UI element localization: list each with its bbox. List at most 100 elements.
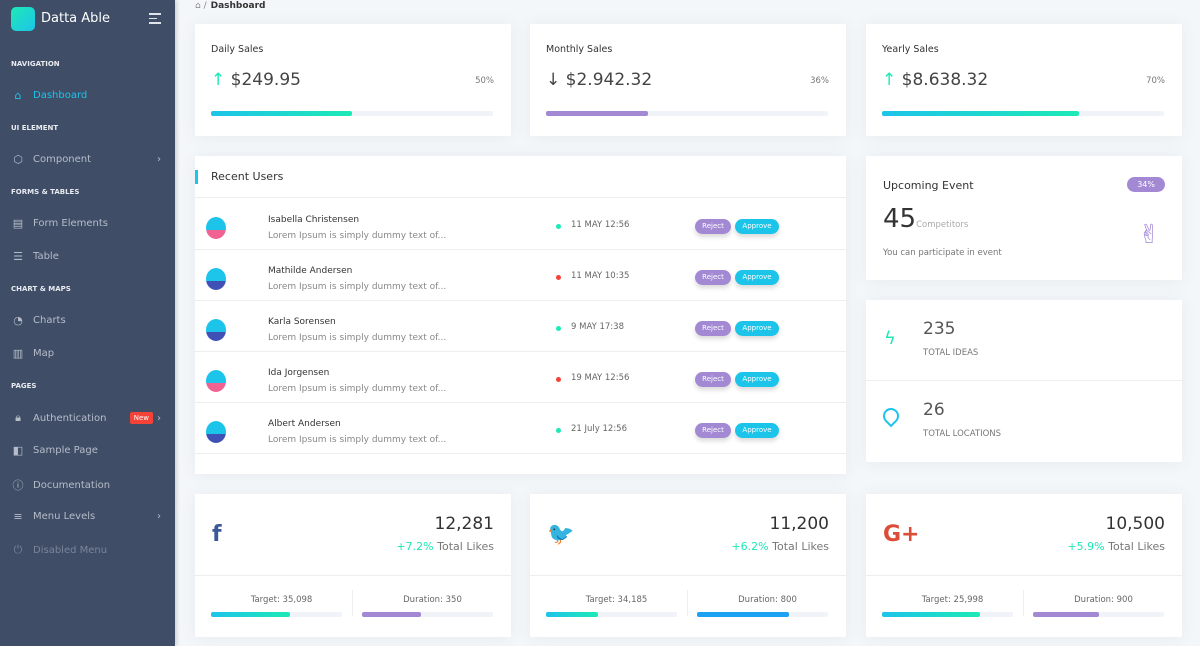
twitter-icon: 🐦	[547, 522, 575, 547]
target-label: Target: 34,185	[585, 595, 648, 605]
user-date: 19 MAY 12:56	[571, 373, 630, 383]
sidebar-item-component[interactable]: ⬡ Component ›	[11, 153, 161, 166]
home-icon: ⌂	[14, 89, 22, 102]
sales-value: $249.95	[230, 70, 301, 90]
duration-progress	[697, 612, 828, 617]
event-title: Upcoming Event	[883, 179, 974, 192]
stats-card: ϟ 235 TOTAL IDEAS 26 TOTAL LOCATIONS	[866, 300, 1182, 462]
facebook-icon: f	[212, 522, 222, 547]
sidebar-item-menu-levels[interactable]: ≡ Menu Levels ›	[11, 510, 161, 523]
menu-toggle-icon[interactable]	[149, 13, 161, 27]
nav-caption: NAVIGATION	[11, 60, 60, 68]
victory-hand-icon: ✌	[1138, 220, 1160, 250]
breadcrumb-current: Dashboard	[210, 1, 266, 11]
file-text-icon: ▤	[12, 217, 24, 230]
status-dot	[556, 428, 561, 433]
sidebar-item-documentation[interactable]: ⓘ Documentation	[11, 477, 161, 493]
sidebar-item-label: Dashboard	[33, 90, 88, 101]
sidebar-item-table[interactable]: ☰ Table	[11, 250, 161, 263]
target-label: Target: 35,098	[250, 595, 313, 605]
sidebar-item-label: Map	[33, 348, 55, 359]
table-row: Mathilde Andersen Lorem Ipsum is simply …	[195, 250, 846, 301]
stat-value: 26	[923, 400, 945, 420]
approve-button[interactable]: Approve	[735, 219, 779, 234]
duration-label: Duration: 350	[403, 595, 462, 605]
sidebar-item-form-elements[interactable]: ▤ Form Elements	[11, 217, 161, 230]
sidebar-item-label: Form Elements	[33, 218, 108, 229]
sales-percent: 70%	[1146, 76, 1165, 86]
sidebar-item-label: Table	[33, 251, 59, 262]
arrow-up-icon: ↑	[882, 70, 897, 90]
home-icon[interactable]: ⌂ /	[195, 1, 207, 11]
approve-button[interactable]: Approve	[735, 321, 779, 336]
reject-button[interactable]: Reject	[695, 372, 731, 387]
social-card-facebook: f 12,281 +7.2% Total Likes Target: 35,09…	[195, 494, 511, 637]
social-value: 12,281	[434, 514, 494, 534]
zap-icon: ϟ	[884, 328, 896, 349]
recent-users-card: Recent Users Isabella Christensen Lorem …	[195, 156, 846, 474]
sidebar-icon: ◧	[12, 444, 24, 457]
approve-button[interactable]: Approve	[735, 372, 779, 387]
sales-progress	[882, 111, 1164, 116]
sidebar: Datta Able NAVIGATION ⌂ Dashboard UI ELEMEN…	[0, 0, 175, 646]
sales-value: $8.638.32	[901, 70, 989, 90]
reject-button[interactable]: Reject	[695, 321, 731, 336]
nav-caption: CHART & MAPS	[11, 285, 71, 293]
table-row: Ida Jorgensen Lorem Ipsum is simply dumm…	[195, 352, 846, 403]
map-pin-icon	[879, 404, 903, 428]
sidebar-item-authentication[interactable]: 🔒︎ Authentication New ›	[11, 411, 161, 425]
social-change: +5.9%	[1067, 540, 1105, 553]
stat-label: TOTAL IDEAS	[923, 348, 979, 358]
chevron-right-icon: ›	[157, 511, 161, 522]
status-dot	[556, 377, 561, 382]
reject-button[interactable]: Reject	[695, 270, 731, 285]
user-description: Lorem Ipsum is simply dummy text of...	[268, 384, 447, 394]
approve-button[interactable]: Approve	[735, 270, 779, 285]
social-change: +7.2%	[396, 540, 434, 553]
duration-progress	[362, 612, 493, 617]
reject-button[interactable]: Reject	[695, 219, 731, 234]
table-row: Isabella Christensen Lorem Ipsum is simp…	[195, 199, 846, 250]
avatar	[206, 319, 226, 341]
social-change-label: Total Likes	[437, 540, 494, 553]
user-name: Ida Jorgensen	[268, 368, 330, 378]
avatar	[206, 370, 226, 392]
sales-card: Monthly Sales ↓ $2.942.32 36%	[530, 24, 846, 136]
event-note: You can participate in event	[883, 248, 1002, 258]
sales-card: Daily Sales ↑ $249.95 50%	[195, 24, 511, 136]
avatar	[206, 421, 226, 443]
social-change: +6.2%	[731, 540, 769, 553]
power-icon: ⏻	[13, 543, 23, 556]
status-dot	[556, 275, 561, 280]
approve-button[interactable]: Approve	[735, 423, 779, 438]
user-name: Isabella Christensen	[268, 215, 360, 225]
social-value: 11,200	[769, 514, 829, 534]
social-card-twitter: 🐦 11,200 +6.2% Total Likes Target: 34,18…	[530, 494, 846, 637]
sidebar-item-map[interactable]: ▥ Map	[11, 347, 161, 360]
sidebar-item-label: Menu Levels	[33, 511, 96, 522]
avatar	[206, 217, 226, 239]
user-description: Lorem Ipsum is simply dummy text of...	[268, 231, 447, 241]
target-progress	[882, 612, 1013, 617]
help-circle-icon: ⓘ	[12, 479, 24, 492]
reject-button[interactable]: Reject	[695, 423, 731, 438]
new-badge: New	[129, 412, 153, 424]
duration-progress	[1033, 612, 1164, 617]
sales-progress	[211, 111, 493, 116]
social-change-label: Total Likes	[1108, 540, 1165, 553]
status-dot	[556, 326, 561, 331]
sales-percent: 50%	[475, 76, 494, 86]
target-label: Target: 25,998	[921, 595, 984, 605]
table-row: Albert Andersen Lorem Ipsum is simply du…	[195, 403, 846, 454]
target-progress	[211, 612, 342, 617]
upcoming-event-card: Upcoming Event 34% 45Competitors You can…	[866, 156, 1182, 280]
arrow-up-icon: ↑	[211, 70, 226, 90]
google-plus-icon: G+	[883, 522, 920, 547]
sidebar-item-sample-page[interactable]: ◧ Sample Page	[11, 444, 161, 457]
sidebar-item-label: Charts	[33, 315, 66, 326]
sidebar-item-charts[interactable]: ◔ Charts	[11, 314, 161, 327]
sidebar-item-dashboard[interactable]: ⌂ Dashboard	[11, 89, 161, 102]
event-badge: 34%	[1127, 177, 1165, 192]
nav-caption: FORMS & TABLES	[11, 188, 80, 196]
avatar	[206, 268, 226, 290]
